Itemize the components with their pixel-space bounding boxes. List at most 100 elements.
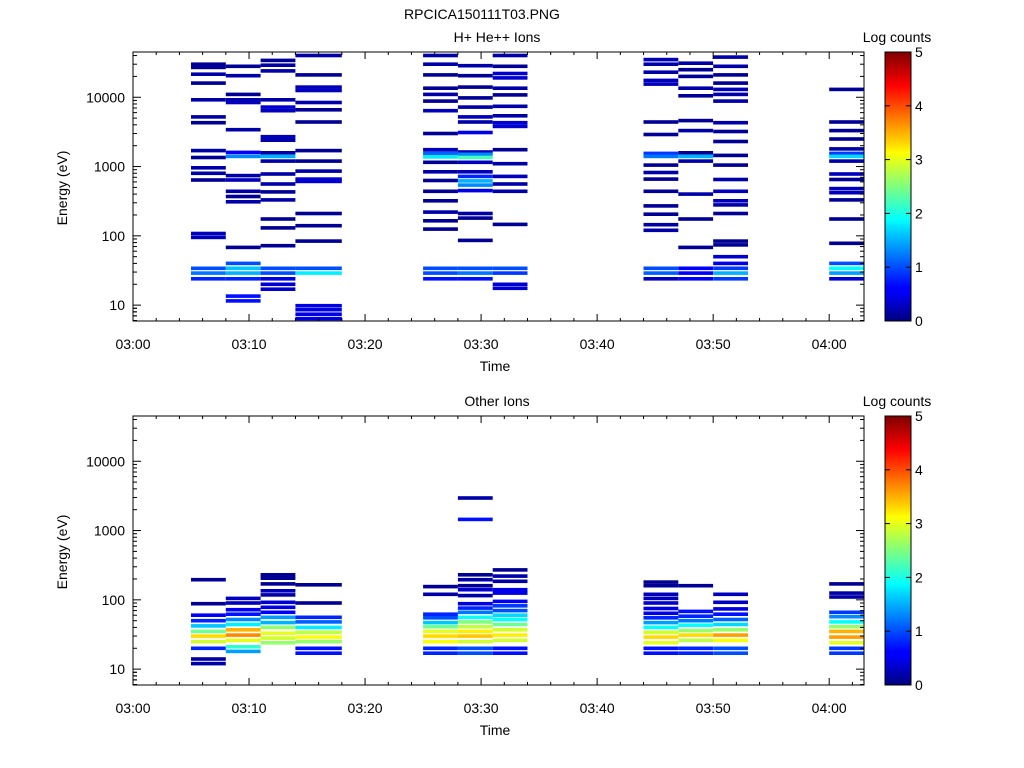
y-tick-label: 1000 xyxy=(94,159,125,175)
heatmap-cell xyxy=(492,120,528,125)
axes-box xyxy=(132,415,865,686)
heatmap-cells xyxy=(191,53,864,321)
panel-other-ions: Other Ions Time Energy (eV) Log counts 0… xyxy=(54,393,931,738)
colorbar-tick-label: 2 xyxy=(915,205,923,221)
heatmap-cell xyxy=(225,294,261,298)
heatmap-cell xyxy=(829,271,864,275)
y-ticks: 10 100 1000 10000 xyxy=(86,55,864,322)
heatmap-cell xyxy=(829,159,864,163)
heatmap-cell xyxy=(678,266,714,271)
heatmap-cell xyxy=(713,638,748,643)
heatmap-cell xyxy=(457,646,493,651)
heatmap-cell xyxy=(423,199,458,203)
heatmap-cell xyxy=(225,649,261,654)
heatmap-cell xyxy=(423,62,458,66)
heatmap-cell xyxy=(260,172,296,176)
axes-box xyxy=(132,51,865,322)
x-tick-label: 03:20 xyxy=(348,700,383,716)
heatmap-cell xyxy=(191,115,226,119)
heatmap-cell xyxy=(295,108,342,112)
colorbar-tick-label: 1 xyxy=(915,623,923,639)
heatmap-cell xyxy=(295,651,342,655)
heatmap-cell xyxy=(492,161,528,166)
y-tick-label: 10 xyxy=(109,661,125,677)
heatmap-cell xyxy=(260,573,296,577)
heatmap-cell xyxy=(260,151,296,155)
heatmap-cell xyxy=(643,204,679,208)
heatmap-cell xyxy=(643,630,679,635)
heatmap-cell xyxy=(678,245,714,250)
colorbar-tick-label: 4 xyxy=(915,462,923,478)
heatmap-cell xyxy=(643,57,679,62)
heatmap-cell xyxy=(225,633,261,637)
heatmap-cell xyxy=(492,64,528,69)
heatmap-cell xyxy=(457,587,493,592)
heatmap-cell xyxy=(295,239,342,243)
heatmap-cell xyxy=(423,227,458,231)
heatmap-cell xyxy=(260,98,296,102)
heatmap-cell xyxy=(260,266,296,271)
x-ticks: 03:00 03:10 03:20 03:30 03:40 03:50 04:00 xyxy=(115,416,853,716)
heatmap-cell xyxy=(713,612,748,616)
heatmap-cell xyxy=(678,159,714,163)
heatmap-cell xyxy=(191,62,226,66)
heatmap-cell xyxy=(260,576,296,580)
heatmap-cell xyxy=(829,217,864,221)
heatmap-cell xyxy=(678,94,714,98)
heatmap-cell xyxy=(225,645,261,649)
heatmap-cell xyxy=(457,63,493,68)
heatmap-cell xyxy=(225,64,261,69)
heatmap-cell xyxy=(457,150,493,154)
heatmap-cell xyxy=(492,174,528,179)
heatmap-cell xyxy=(191,271,226,275)
heatmap-cell xyxy=(295,177,342,181)
heatmap-cell xyxy=(457,271,493,275)
heatmap-cell xyxy=(191,81,226,85)
heatmap-cell xyxy=(643,651,679,655)
x-tick-label: 04:00 xyxy=(812,700,847,716)
heatmap-cell xyxy=(829,629,864,634)
heatmap-cell xyxy=(225,154,261,159)
y-tick-label: 10000 xyxy=(86,453,125,469)
heatmap-cell xyxy=(295,211,342,216)
heatmap-cell xyxy=(829,154,864,159)
heatmap-cell xyxy=(713,64,748,69)
heatmap-cell xyxy=(492,182,528,186)
panel-h-he-ions: H+ He++ Ions Time Energy (eV) Log counts… xyxy=(54,29,931,374)
x-tick-label: 03:40 xyxy=(580,700,615,716)
heatmap-cell xyxy=(423,271,458,275)
heatmap-cell xyxy=(678,277,714,281)
heatmap-cell xyxy=(423,612,458,616)
x-tick-label: 03:00 xyxy=(115,700,150,716)
heatmap-cell xyxy=(492,53,528,58)
heatmap-cell xyxy=(713,592,748,597)
heatmap-cell xyxy=(713,120,748,125)
heatmap-cell xyxy=(260,287,296,291)
heatmap-cell xyxy=(829,186,864,191)
heatmap-cell xyxy=(678,651,714,655)
heatmap-cell xyxy=(492,604,528,608)
heatmap-cell xyxy=(829,610,864,615)
heatmap-cell xyxy=(191,646,226,651)
heatmap-cell xyxy=(678,638,714,643)
heatmap-cell xyxy=(713,153,748,158)
heatmap-cell xyxy=(423,108,458,113)
heatmap-cell xyxy=(457,634,493,638)
heatmap-cell xyxy=(713,271,748,275)
heatmap-cell xyxy=(295,223,342,228)
heatmap-cell xyxy=(829,646,864,651)
heatmap-cell xyxy=(829,120,864,124)
heatmap-cell xyxy=(191,148,226,153)
heatmap-cell xyxy=(829,641,864,645)
heatmap-cell xyxy=(643,583,679,588)
y-ticks: 10 100 1000 10000 xyxy=(86,419,864,686)
heatmap-cell xyxy=(225,127,261,132)
heatmap-cell xyxy=(260,589,296,593)
heatmap-cell xyxy=(423,639,458,644)
heatmap-cell xyxy=(492,222,528,227)
heatmap-cell xyxy=(225,100,261,105)
heatmap-cell xyxy=(225,617,261,622)
heatmap-cell xyxy=(643,222,679,227)
heatmap-cell xyxy=(225,98,261,102)
heatmap-cell xyxy=(713,254,748,259)
